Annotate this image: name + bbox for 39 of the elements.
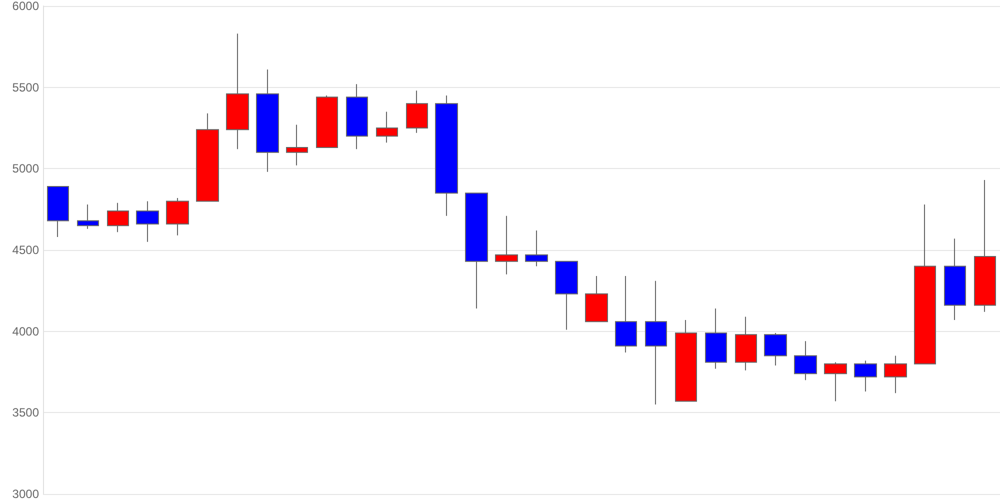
candlestick bbox=[735, 316, 757, 371]
candlestick bbox=[77, 204, 99, 230]
y-tick-label: 5500 bbox=[12, 80, 40, 94]
candlestick bbox=[974, 180, 996, 312]
candlestick bbox=[585, 276, 608, 322]
y-tick-label: 6000 bbox=[12, 0, 40, 13]
candlestick bbox=[256, 68, 279, 172]
candlestick bbox=[376, 111, 398, 144]
candlestick bbox=[166, 197, 189, 236]
candlestick bbox=[764, 332, 787, 366]
candlestick bbox=[525, 230, 548, 267]
candlestick bbox=[316, 94, 338, 148]
candlestick bbox=[107, 202, 129, 233]
candlestick bbox=[495, 215, 518, 275]
candlestick bbox=[555, 260, 578, 330]
candlestick bbox=[675, 319, 697, 402]
y-tick-label: 5000 bbox=[12, 162, 40, 176]
candlestick bbox=[435, 94, 458, 216]
candlestick bbox=[884, 355, 907, 394]
candlestick bbox=[645, 280, 667, 406]
candlestick bbox=[854, 360, 877, 392]
candlestick bbox=[794, 340, 817, 381]
candlestick bbox=[47, 186, 69, 238]
y-tick-label: 3000 bbox=[12, 487, 40, 500]
candlestick bbox=[196, 112, 219, 202]
candlestick bbox=[705, 308, 727, 370]
candlestick bbox=[465, 192, 488, 310]
candlestick bbox=[944, 238, 966, 320]
candlestick bbox=[824, 362, 847, 402]
candlestick bbox=[346, 84, 368, 150]
candlestick bbox=[136, 200, 159, 242]
y-tick-label: 4500 bbox=[12, 243, 40, 257]
y-tick-label: 3500 bbox=[12, 406, 40, 420]
candlestick bbox=[226, 33, 249, 150]
candlestick bbox=[406, 90, 428, 134]
candlestick bbox=[615, 276, 637, 353]
candlestick bbox=[286, 124, 308, 166]
y-tick-label: 4000 bbox=[12, 324, 40, 338]
candlestick bbox=[914, 204, 936, 364]
